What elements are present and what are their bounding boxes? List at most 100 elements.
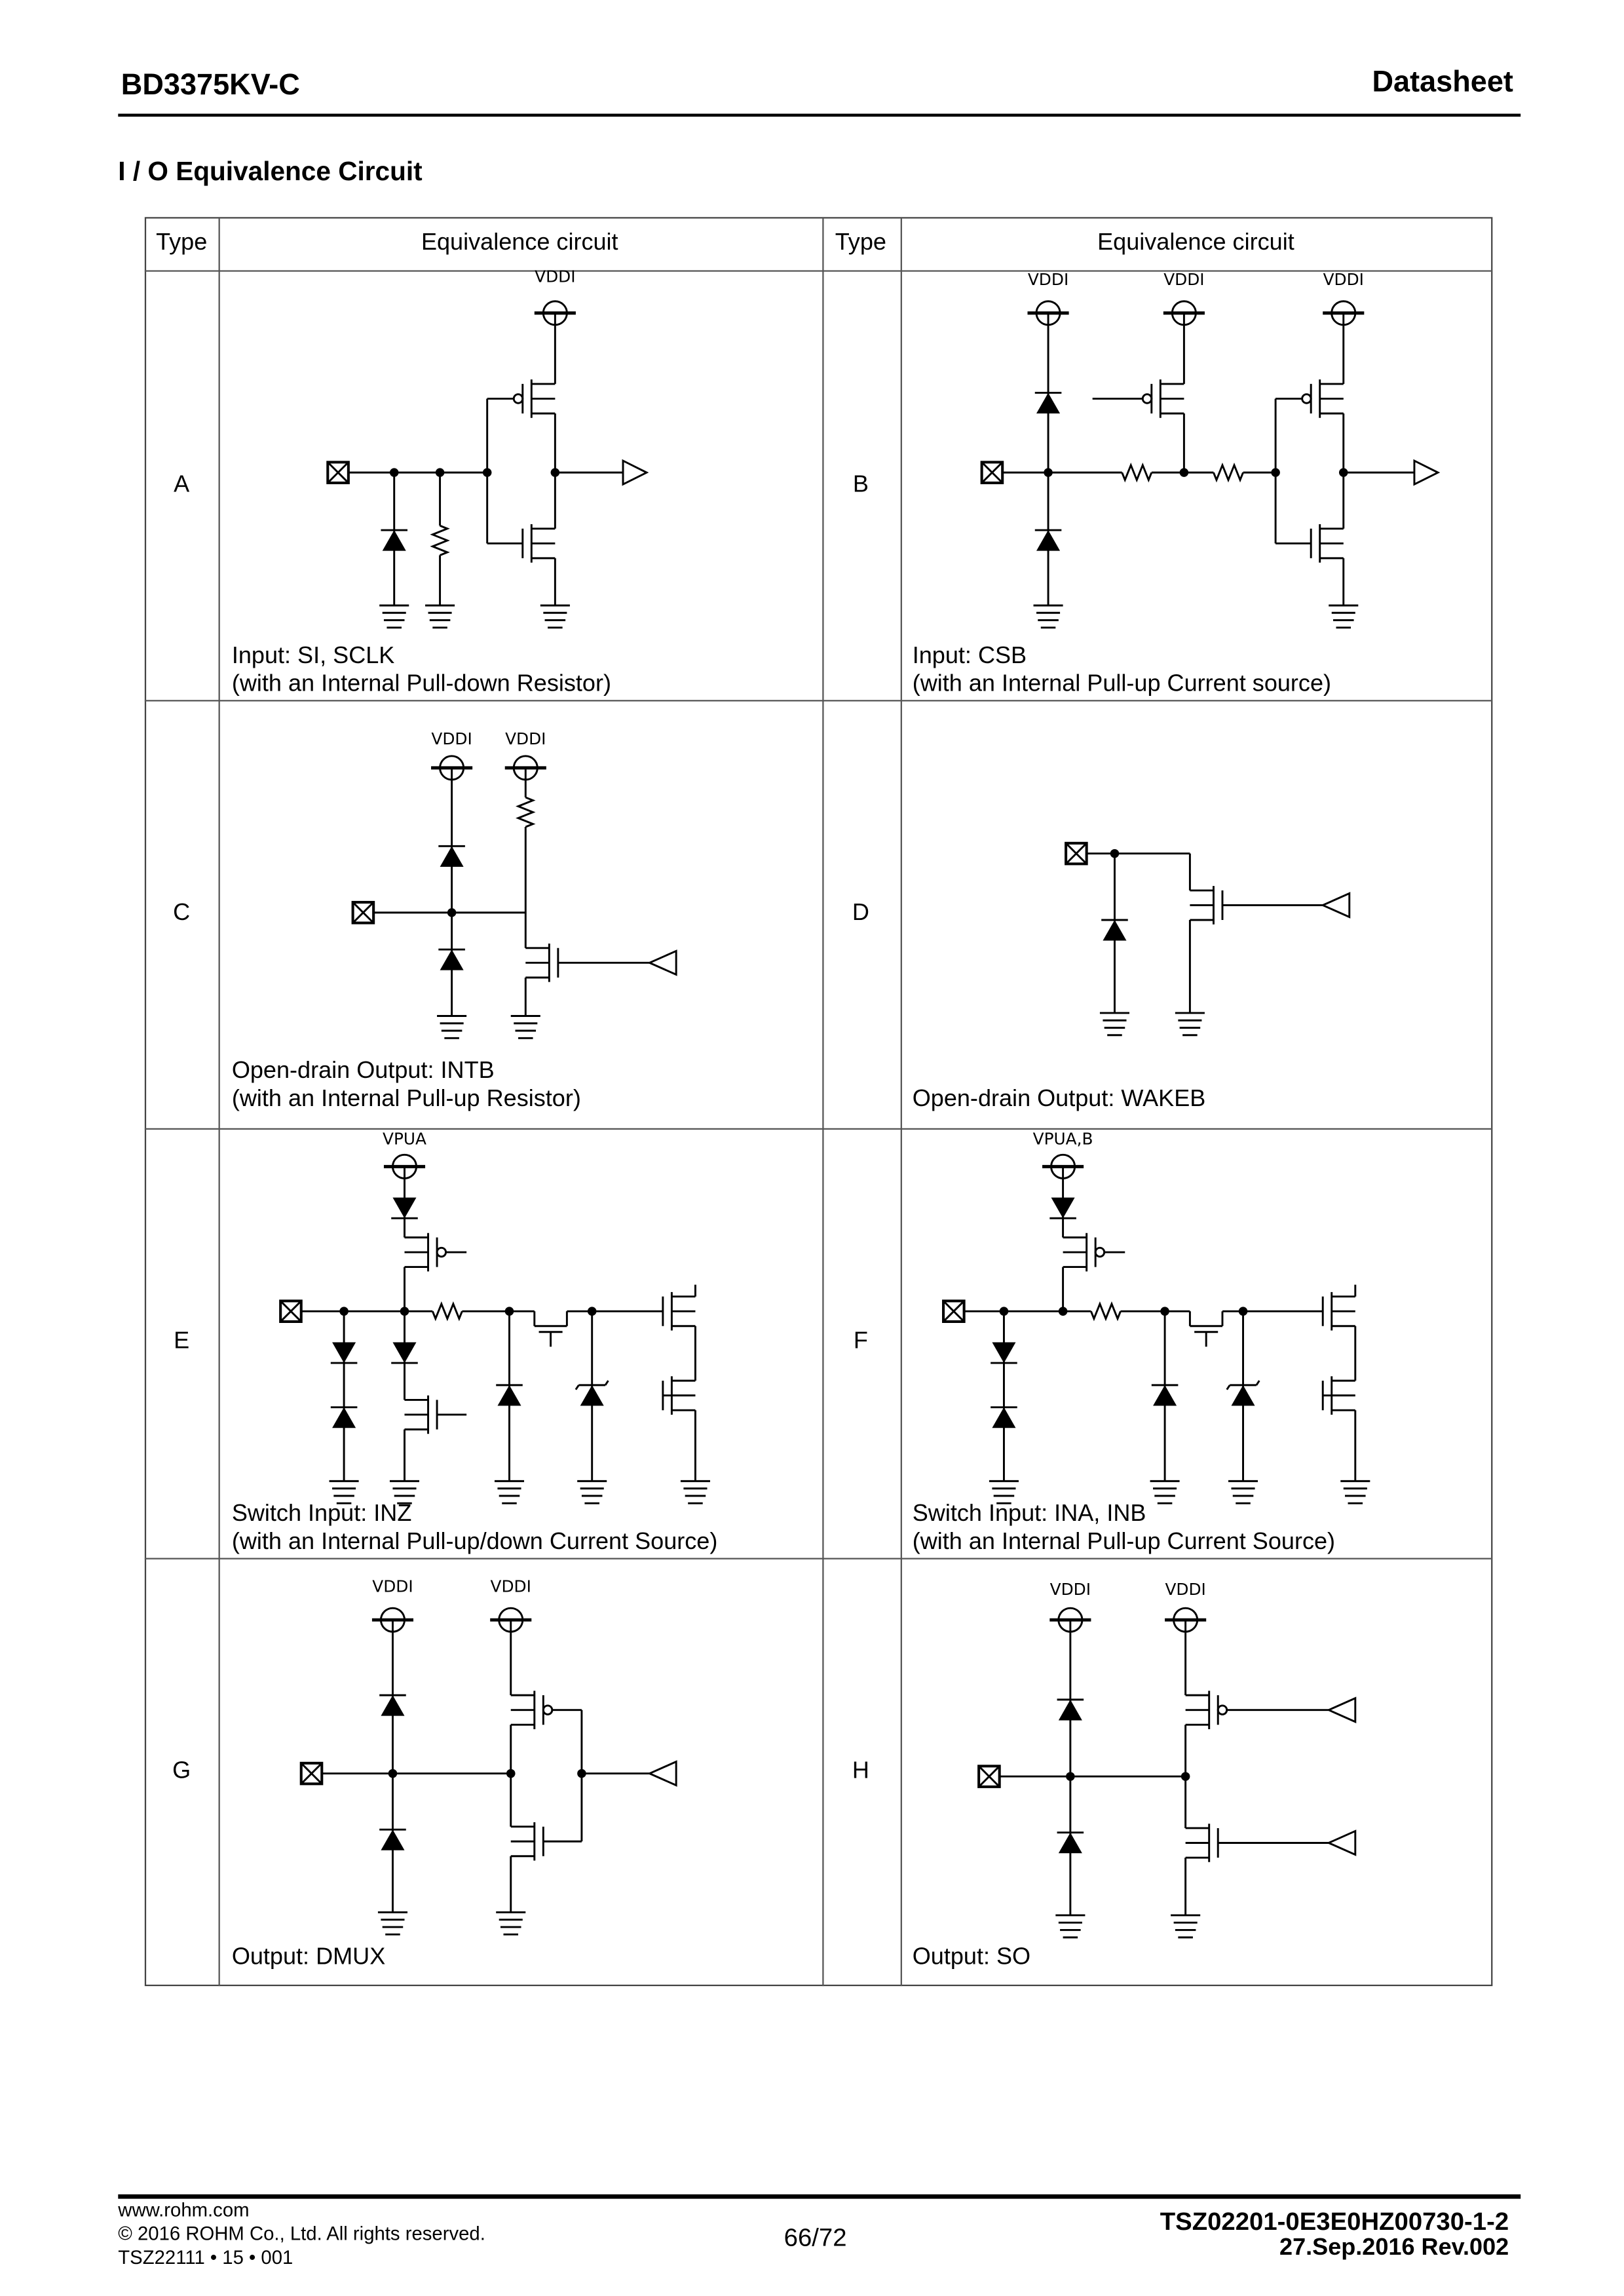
- nmos-transistor-icon: [521, 524, 556, 563]
- type-b: B: [852, 472, 869, 498]
- pmos-transistor-icon: [1310, 379, 1344, 418]
- diode-icon: [1036, 530, 1061, 551]
- header-divider: [118, 113, 1521, 117]
- pmos-transistor-icon: [404, 1233, 438, 1272]
- pmos-bubble-icon: [542, 1704, 554, 1715]
- resistor-icon: [1090, 1301, 1122, 1322]
- column-divider: [822, 217, 824, 1987]
- caption-line: (with an Internal Pull-up Current source…: [912, 672, 1332, 697]
- pin-pad-icon: [326, 461, 350, 484]
- caption-b: Input: CSB (with an Internal Pull-up Curr…: [913, 642, 1331, 698]
- header-circuit: Equivalence circuit: [1097, 230, 1294, 256]
- caption-line: (with an Internal Pull-up Current Source…: [912, 1529, 1336, 1556]
- supply-label: VDDI: [1163, 270, 1204, 289]
- type-c: C: [173, 900, 191, 927]
- nmos-transistor-icon: [1310, 524, 1344, 563]
- ground-icon: [1150, 1480, 1180, 1504]
- circuit-f: VPUA,B: [942, 1130, 1370, 1504]
- ground-icon: [1033, 604, 1063, 629]
- circuit-g: VDDI VDDI: [299, 1577, 677, 1936]
- pin-pad-icon: [981, 461, 1004, 484]
- ground-icon: [540, 604, 570, 629]
- pmos-transistor-icon: [1150, 379, 1184, 418]
- pin-pad-icon: [352, 901, 375, 924]
- junction-dot: [435, 468, 445, 477]
- junction-dot: [1066, 1772, 1075, 1781]
- nmos-transistor-icon: [1185, 1824, 1219, 1862]
- junction-dot: [482, 468, 492, 477]
- junction-dot: [1180, 1772, 1190, 1781]
- row-divider: [144, 270, 1493, 272]
- page-number: 66/72: [784, 2223, 847, 2252]
- nmos-transistor-icon: [662, 1292, 696, 1331]
- part-number: BD3375KV-C: [121, 69, 300, 102]
- caption-d: Open-drain Output: WAKEB: [913, 1085, 1206, 1113]
- resistor-icon: [516, 796, 536, 828]
- diode-icon: [992, 1342, 1016, 1364]
- ground-icon: [1055, 1914, 1086, 1939]
- caption-e: Switch Input: INZ (with an Internal Pull-…: [232, 1501, 718, 1557]
- caption-c: Open-drain Output: INTB (with an Internal…: [232, 1058, 581, 1114]
- junction-dot: [389, 468, 399, 477]
- pin-pad-icon: [1065, 842, 1087, 865]
- type-a: A: [174, 472, 190, 498]
- diode-icon: [1036, 392, 1061, 414]
- ground-icon: [496, 1911, 526, 1936]
- junction-dot: [339, 1307, 349, 1316]
- nmos-transistor-icon: [1190, 886, 1224, 925]
- pin-pad-icon: [300, 1762, 323, 1785]
- caption-line: Open-drain Output: WAKEB: [912, 1086, 1206, 1112]
- supply-label: VPUA,B: [1033, 1130, 1093, 1149]
- circuit-c: VDDI VDDI: [351, 729, 677, 1039]
- circuit-b: VDDI VDDI VDDI: [980, 270, 1441, 629]
- ground-icon: [377, 1911, 407, 1936]
- caption-line: Switch Input: INA, INB: [912, 1501, 1146, 1527]
- junction-dot: [1339, 468, 1348, 477]
- junction-dot: [1058, 1307, 1068, 1316]
- ground-icon: [1228, 1480, 1258, 1504]
- header-circuit: Equivalence circuit: [421, 230, 618, 256]
- ground-icon: [437, 1015, 467, 1039]
- supply-label: VDDI: [1028, 270, 1068, 289]
- caption-line: (with an Internal Pull-down Resistor): [231, 672, 611, 697]
- footer-website: www.rohm.com: [118, 2198, 250, 2221]
- caption-line: Switch Input: INZ: [231, 1501, 412, 1527]
- junction-dot: [1160, 1307, 1169, 1316]
- ground-icon: [494, 1480, 525, 1504]
- diode-icon: [440, 949, 464, 970]
- junction-dot: [447, 908, 457, 917]
- pin-pad-icon: [943, 1300, 965, 1323]
- circuit-a: VDDI: [326, 267, 649, 629]
- resistor-icon: [431, 1301, 463, 1322]
- diode-icon: [440, 846, 464, 867]
- circuit-h: VDDI VDDI: [977, 1580, 1357, 1939]
- column-divider: [218, 217, 220, 1987]
- resistor-icon: [430, 524, 450, 556]
- junction-dot: [400, 1307, 409, 1316]
- footer-form-code: TSZ22111 • 15 • 001: [118, 2246, 293, 2268]
- ground-icon: [425, 604, 455, 629]
- circuit-e: VPUA: [279, 1130, 710, 1504]
- nmos-transistor-icon: [510, 1822, 544, 1861]
- pmos-bubble-icon: [436, 1246, 447, 1258]
- ground-icon: [379, 604, 409, 629]
- diode-icon: [992, 1407, 1016, 1428]
- diode-icon: [392, 1342, 417, 1364]
- supply-label: VDDI: [491, 1577, 531, 1596]
- nmos-transistor-icon: [1321, 1292, 1355, 1331]
- supply-label: VDDI: [1323, 270, 1364, 289]
- nmos-transistor-icon: [1190, 1325, 1222, 1347]
- output-buffer-icon: [622, 459, 649, 486]
- diode-icon: [497, 1385, 521, 1406]
- footer-copyright: © 2016 ROHM Co., Ltd. All rights reserve…: [118, 2222, 485, 2245]
- resistor-icon: [1121, 462, 1153, 483]
- diode-icon: [1153, 1385, 1177, 1406]
- caption-line: Output: SO: [912, 1944, 1031, 1970]
- row-divider: [144, 1558, 1493, 1559]
- nmos-transistor-icon: [404, 1395, 438, 1434]
- input-buffer-icon: [1326, 1829, 1357, 1856]
- caption-line: Input: CSB: [912, 643, 1027, 669]
- input-buffer-icon: [647, 1760, 677, 1787]
- junction-dot: [999, 1307, 1009, 1316]
- diode-icon: [392, 1197, 417, 1219]
